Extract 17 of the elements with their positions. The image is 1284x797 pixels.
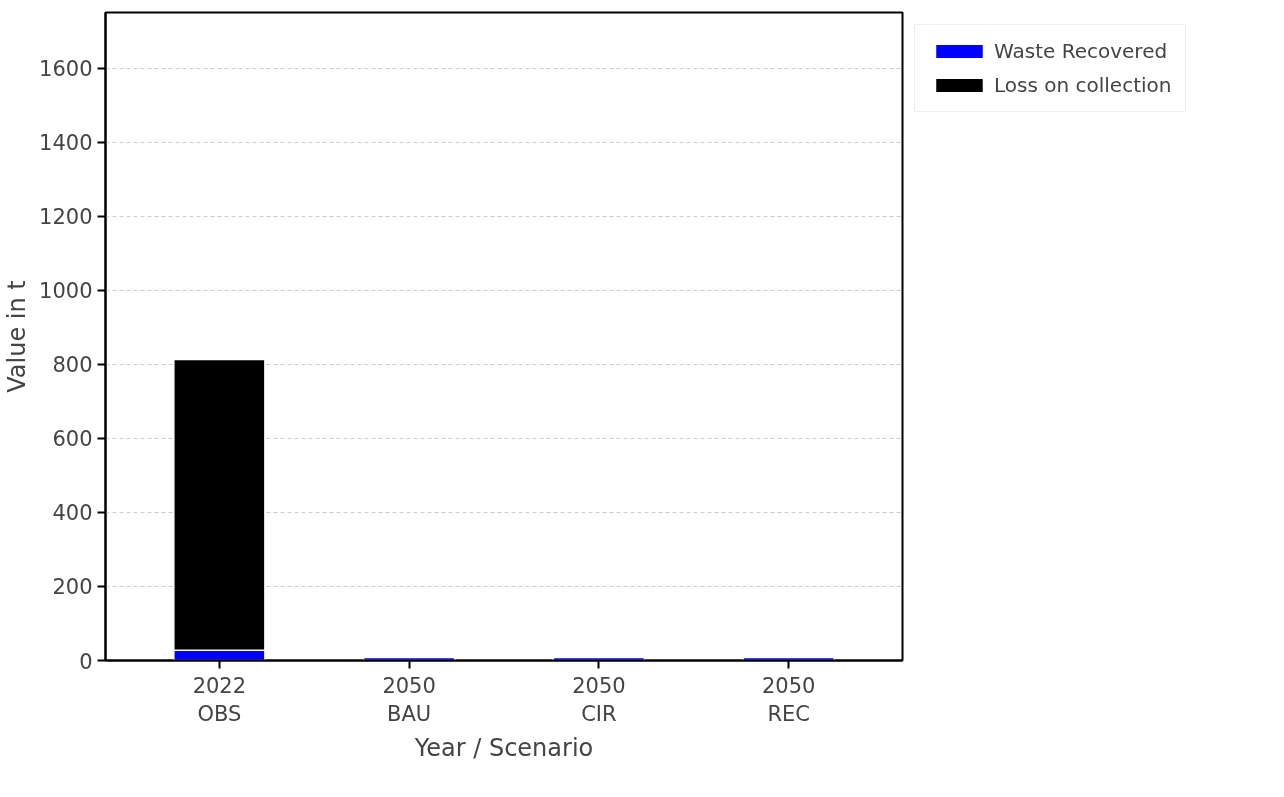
x-tick-label: 2050 CIR (572, 673, 626, 727)
y-tick-label: 200 (52, 575, 93, 600)
legend-label: Loss on collection (994, 73, 1172, 97)
y-tick-label: 0 (79, 649, 93, 674)
y-tick-label: 400 (52, 501, 93, 526)
y-tick-label: 600 (52, 427, 93, 452)
y-tick-label: 1600 (39, 57, 93, 82)
x-tick-label: 2022 OBS (192, 673, 247, 727)
y-tick-label: 800 (52, 353, 93, 378)
legend-label: Waste Recovered (994, 39, 1168, 63)
y-axis-title: Value in t (3, 280, 32, 393)
y-tick-label: 1400 (39, 131, 93, 156)
y-tick-label: 1200 (39, 205, 93, 230)
x-axis-title: Year / Scenario (413, 734, 594, 763)
x-tick-label: 2050 BAU (382, 673, 436, 727)
x-tick-label: 2050 REC (761, 673, 816, 727)
y-tick-label: 1000 (39, 279, 93, 304)
